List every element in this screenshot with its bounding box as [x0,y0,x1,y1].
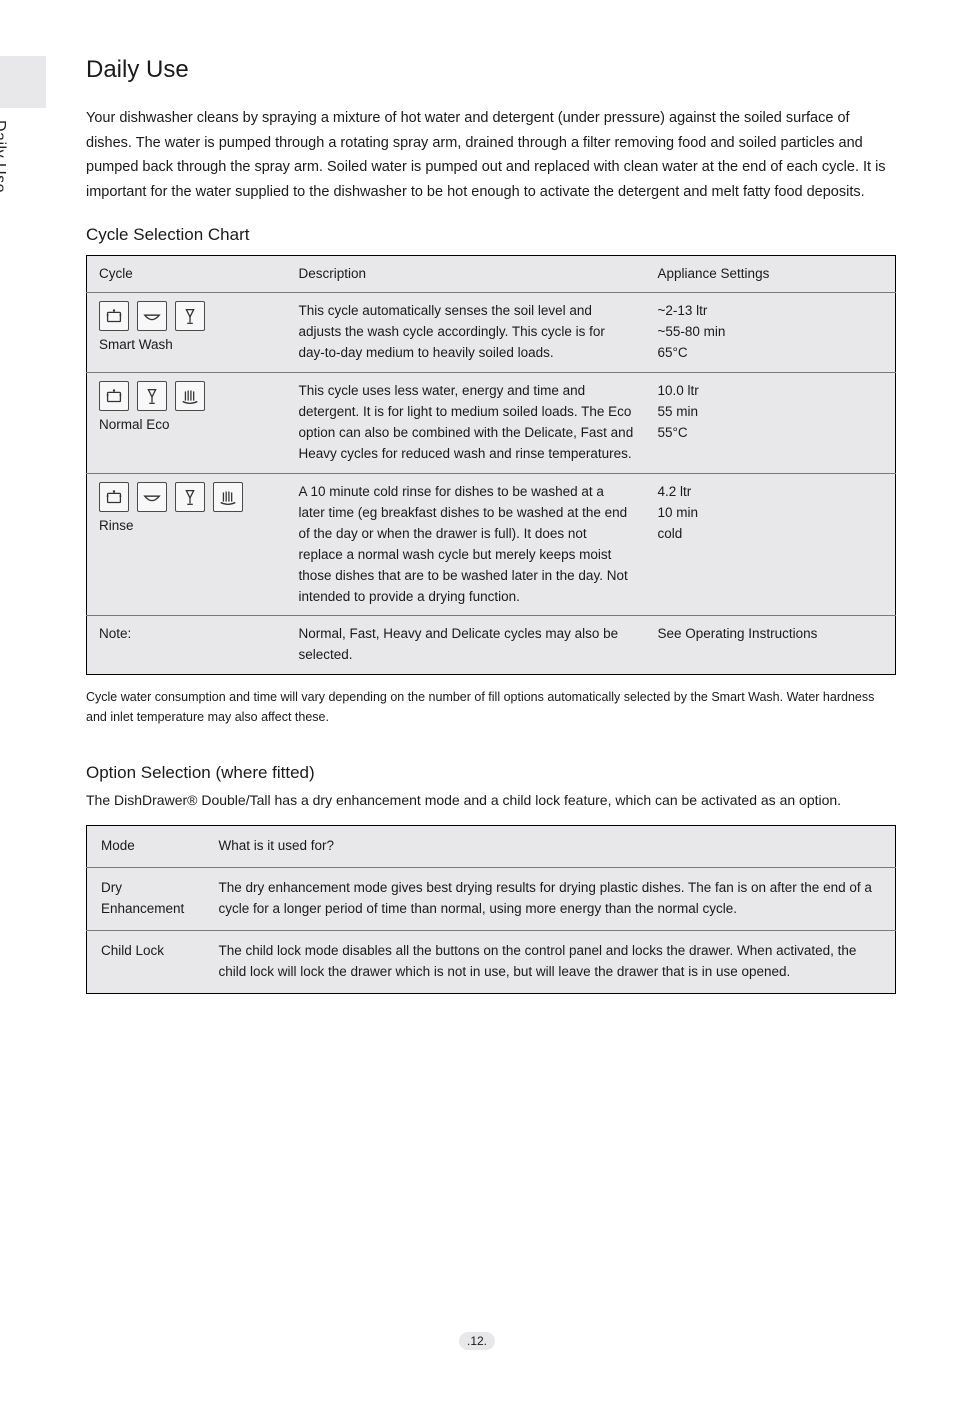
table-row: Note: Normal, Fast, Heavy and Delicate c… [87,616,896,675]
section2-heading: Option Selection (where fitted) [86,763,896,783]
t2r1c1: Dry Enhancement [87,868,205,931]
th-cycle: Cycle [87,255,287,293]
th-what: What is it used for? [205,826,896,868]
row2-desc: This cycle uses less water, energy and t… [287,373,646,474]
row2-appl: 10.0 ltr 55 min 55°C [646,373,896,474]
section2-para: The DishDrawer® Double/Tall has a dry en… [86,789,896,813]
row3-name: Rinse [99,516,275,537]
th-appl: Appliance Settings [646,255,896,293]
intro-text: Your dishwasher cleans by spraying a mix… [86,106,896,205]
row4-c1: Note: [87,616,287,675]
caveat-text: Cycle water consumption and time will va… [86,687,896,727]
row2-name: Normal Eco [99,415,275,436]
row4-c2: Normal, Fast, Heavy and Delicate cycles … [287,616,646,675]
side-tab [0,56,46,108]
pot-icon [99,301,129,331]
table-row: Smart Wash This cycle automatically sens… [87,293,896,373]
table-row: Child Lock The child lock mode disables … [87,930,896,993]
table1-title: Cycle Selection Chart [86,225,896,245]
t2r2c2: The child lock mode disables all the but… [205,930,896,993]
pot-icon [99,381,129,411]
table-row: Normal Eco This cycle uses less water, e… [87,373,896,474]
row3-appl: 4.2 ltr 10 min cold [646,473,896,616]
grill-icon [213,482,243,512]
bowl-icon [137,482,167,512]
row1-desc: This cycle automatically senses the soil… [287,293,646,373]
table-row: Dry Enhancement The dry enhancement mode… [87,868,896,931]
bowl-icon [137,301,167,331]
glass-icon [175,301,205,331]
cycle-selection-table: Cycle Description Appliance Settings Sma… [86,255,896,676]
glass-icon [137,381,167,411]
t2r2c1: Child Lock [87,930,205,993]
page-title: Daily Use [86,56,896,84]
table-row: Rinse A 10 minute cold rinse for dishes … [87,473,896,616]
row1-name: Smart Wash [99,335,275,356]
th-mode: Mode [87,826,205,868]
option-selection-table: Mode What is it used for? Dry Enhancemen… [86,825,896,994]
page-number: .12. [459,1332,495,1350]
glass-icon [175,482,205,512]
th-desc: Description [287,255,646,293]
grill-icon [175,381,205,411]
row4-c3: See Operating Instructions [646,616,896,675]
t2r1c2: The dry enhancement mode gives best dryi… [205,868,896,931]
pot-icon [99,482,129,512]
row3-desc: A 10 minute cold rinse for dishes to be … [287,473,646,616]
side-label: Daily Use [0,120,8,193]
row1-appl: ~2-13 ltr ~55-80 min 65°C [646,293,896,373]
